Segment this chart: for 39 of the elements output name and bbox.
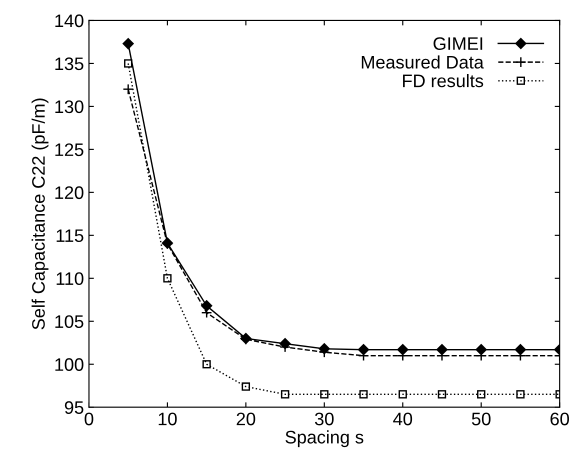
point: [124, 59, 132, 68]
x-tick-label: 0: [84, 412, 94, 426]
legend-label: GIMEI: [434, 37, 482, 50]
point: [358, 344, 370, 356]
point: [320, 390, 328, 398]
y-tick-label: 105: [55, 315, 84, 328]
point: [122, 38, 134, 50]
point: [242, 382, 250, 391]
y-tick-label: 100: [55, 358, 84, 371]
point: [359, 390, 368, 398]
y-tick-label: 140: [55, 14, 84, 28]
point: [122, 84, 134, 95]
x-tick-label: 20: [236, 412, 256, 426]
point: [202, 360, 211, 368]
y-tick-label: 120: [55, 186, 84, 200]
y-tick-label: 130: [55, 100, 84, 114]
x-tick-label: 40: [393, 412, 412, 426]
point: [516, 390, 525, 398]
y-tick-label: 110: [56, 272, 84, 286]
legend-label: Measured Data: [362, 55, 484, 69]
point: [436, 344, 448, 356]
x-tick-label: 50: [472, 412, 491, 426]
legend-label: FD results: [403, 74, 484, 88]
y-tick-label: 135: [55, 57, 84, 70]
x-tick-label: 10: [158, 412, 177, 426]
x-tick-label: 30: [314, 412, 334, 426]
y-tick-label: 95: [64, 401, 84, 414]
point: [514, 344, 526, 356]
x-tick-label: 60: [550, 412, 569, 426]
point: [438, 390, 446, 398]
point: [398, 390, 407, 398]
x-axis-title: Spacing s: [285, 430, 364, 448]
point: [163, 274, 172, 282]
y-tick-label: 115: [56, 229, 84, 242]
point: [477, 390, 486, 398]
y-tick-label: 125: [55, 143, 84, 156]
point: [280, 390, 290, 398]
point: [476, 344, 487, 356]
y-axis-title: Self Capacitance C22 (pF/m): [32, 98, 48, 330]
